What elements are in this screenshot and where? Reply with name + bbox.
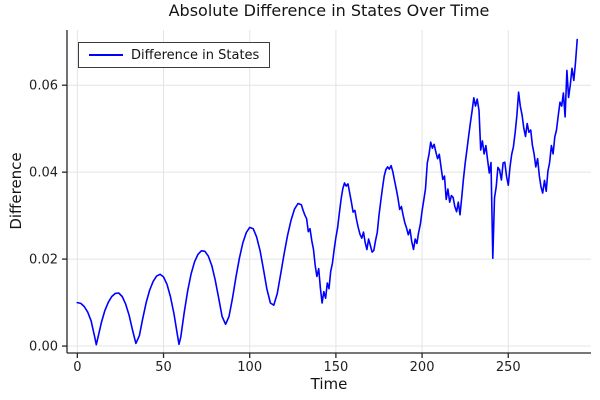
x-tick-label: 200 [410,360,435,375]
legend: Difference in States [78,42,271,68]
y-tick-label: 0.02 [29,253,58,268]
y-tick-label: 0.06 [29,79,58,94]
x-tick-label: 50 [155,360,172,375]
x-tick-label: 250 [496,360,521,375]
chart-title: Absolute Difference in States Over Time [168,1,490,20]
y-axis-label: Difference [7,152,25,230]
x-tick-label: 150 [323,360,348,375]
legend-label: Difference in States [131,47,260,63]
series-line [76,38,579,346]
x-axis-label: Time [310,375,348,393]
x-tick-label: 100 [237,360,262,375]
x-tick-label: 0 [73,360,81,375]
legend-line-sample [89,54,123,56]
y-tick-label: 0.00 [29,340,58,355]
y-tick-label: 0.04 [29,166,58,181]
